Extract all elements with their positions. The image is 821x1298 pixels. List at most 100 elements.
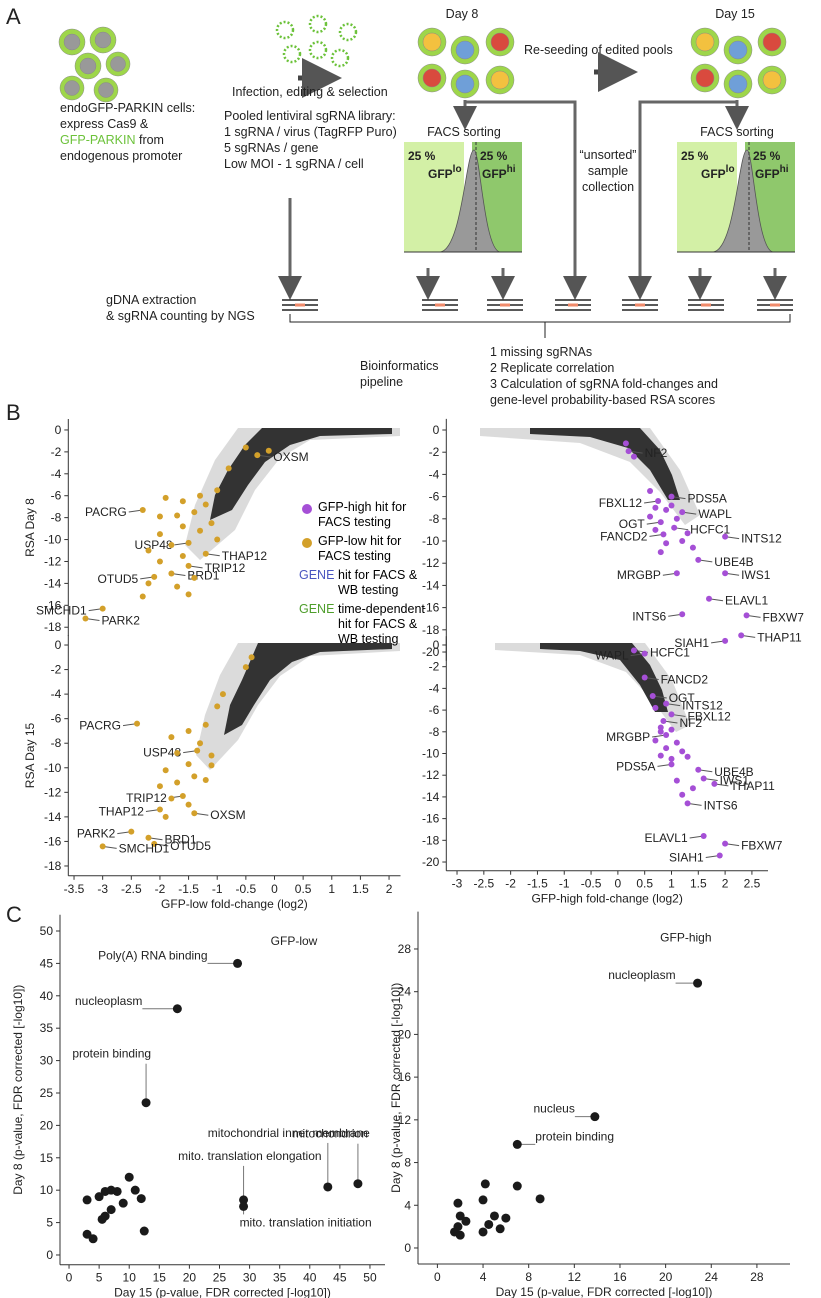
point-label: USP48 [143, 746, 181, 760]
facs-gate: GFP [755, 167, 780, 181]
x-tick-label: 12 [568, 1270, 582, 1284]
y-axis-label: Day 8 (p-value, FDR corrected [-log10]) [11, 985, 25, 1195]
data-point [655, 498, 662, 505]
data-point [94, 1192, 104, 1202]
data-point [202, 777, 209, 784]
point-label: HCFC1 [650, 645, 690, 659]
data-point [453, 1198, 463, 1208]
x-tick-label: 5 [96, 1271, 103, 1285]
data-point [156, 806, 163, 813]
point-label: IWS1 [720, 773, 750, 787]
data-point [139, 1226, 149, 1236]
data-point [179, 793, 186, 800]
data-point [265, 447, 272, 454]
data-point [478, 1195, 488, 1205]
data-point [202, 550, 209, 557]
point-label: BRD1 [164, 833, 196, 847]
data-point [162, 767, 169, 774]
pipeline-step: 1 missing sgRNAs [490, 345, 592, 359]
data-point [248, 654, 255, 661]
legend-gene-marker: GENE [299, 568, 335, 582]
x-tick-label: -1 [212, 882, 223, 896]
data-point [179, 523, 186, 530]
point-label: nucleoplasm [608, 968, 675, 982]
point-label: NF2 [679, 716, 702, 730]
data-point [145, 580, 152, 587]
data-point [145, 547, 152, 554]
facs-gate-sup: lo [453, 164, 462, 175]
y-tick-label: 0 [404, 1241, 411, 1255]
data-point [88, 1234, 98, 1244]
cells-text: from [139, 133, 164, 147]
x-axis-label: GFP-low fold-change (log2) [161, 897, 308, 911]
data-point [130, 1185, 140, 1195]
x-tick-label: 35 [273, 1271, 287, 1285]
data-point [139, 593, 146, 600]
x-tick-label: 50 [363, 1271, 377, 1285]
data-point [630, 647, 637, 654]
pipeline-step: gene-level probability-based RSA scores [490, 393, 715, 407]
x-tick-label: 30 [243, 1271, 257, 1285]
x-axis-label: Day 15 (p-value, FDR corrected [-log10]) [114, 1286, 331, 1298]
x-tick-label: -2 [505, 877, 516, 891]
y-tick-label: -12 [44, 554, 62, 568]
point-label: WAPL [698, 507, 732, 521]
facs-title: FACS sorting [427, 125, 501, 139]
x-axis-label: Day 15 (p-value, FDR corrected [-log10]) [496, 1285, 713, 1298]
point-label: SMCHD1 [119, 841, 170, 855]
data-point [660, 717, 667, 724]
data-point [214, 536, 221, 543]
chart-title: GFP-high [660, 931, 711, 945]
data-point [112, 1186, 122, 1196]
x-tick-label: 0 [66, 1271, 73, 1285]
x-tick-label: 8 [525, 1270, 532, 1284]
data-point [179, 498, 186, 505]
x-tick-label: -3 [452, 877, 463, 891]
x-tick-label: 20 [183, 1271, 197, 1285]
point-label: FANCD2 [600, 529, 648, 543]
data-point [82, 615, 89, 622]
point-label: PACRG [79, 719, 121, 733]
data-point [484, 1219, 494, 1229]
day-label: Day 15 [715, 7, 755, 21]
y-tick-label: 0 [46, 1248, 53, 1262]
legend-label: GFP-high hit for FACS testing [318, 500, 407, 529]
y-tick-label: 25 [40, 1086, 54, 1100]
data-point [693, 978, 703, 988]
x-tick-label: 1.5 [352, 882, 369, 896]
point-label: FBXL12 [599, 496, 643, 510]
edited-cells [417, 27, 787, 99]
data-point [673, 739, 680, 746]
data-point [233, 958, 243, 968]
x-tick-label: 45 [333, 1271, 347, 1285]
data-point [239, 1201, 249, 1211]
y-tick-label: 10 [40, 1183, 54, 1197]
data-point [202, 721, 209, 728]
point-label: ELAVL1 [725, 594, 768, 608]
data-point [151, 840, 158, 847]
x-tick-label: -2.5 [121, 882, 142, 896]
data-point [480, 1179, 490, 1189]
data-point [641, 650, 648, 657]
data-point [172, 1004, 182, 1014]
data-point [174, 512, 181, 519]
point-label: MRGBP [617, 568, 661, 582]
y-tick-label: 30 [40, 1054, 54, 1068]
y-tick-label: -10 [44, 533, 62, 547]
data-point [668, 761, 675, 768]
data-point [673, 777, 680, 784]
pipeline-text: pipeline [360, 375, 403, 389]
facs-pct: 25 % [480, 149, 508, 163]
y-tick-label: -18 [422, 833, 440, 847]
y-tick-label: -14 [422, 790, 440, 804]
data-point [242, 664, 249, 671]
legend-label: time-dependent hit for FACS & WB testing [338, 602, 425, 646]
unsorted-text: “unsorted” [580, 148, 637, 162]
point-label: Poly(A) RNA binding [98, 948, 207, 962]
legend-label: GFP-low hit for FACS testing [318, 534, 402, 563]
point-label: FBXW7 [763, 610, 805, 624]
point-label: OGT [619, 517, 646, 531]
data-point [141, 1098, 151, 1108]
data-point [168, 734, 175, 741]
y-tick-label: -2 [429, 445, 440, 459]
